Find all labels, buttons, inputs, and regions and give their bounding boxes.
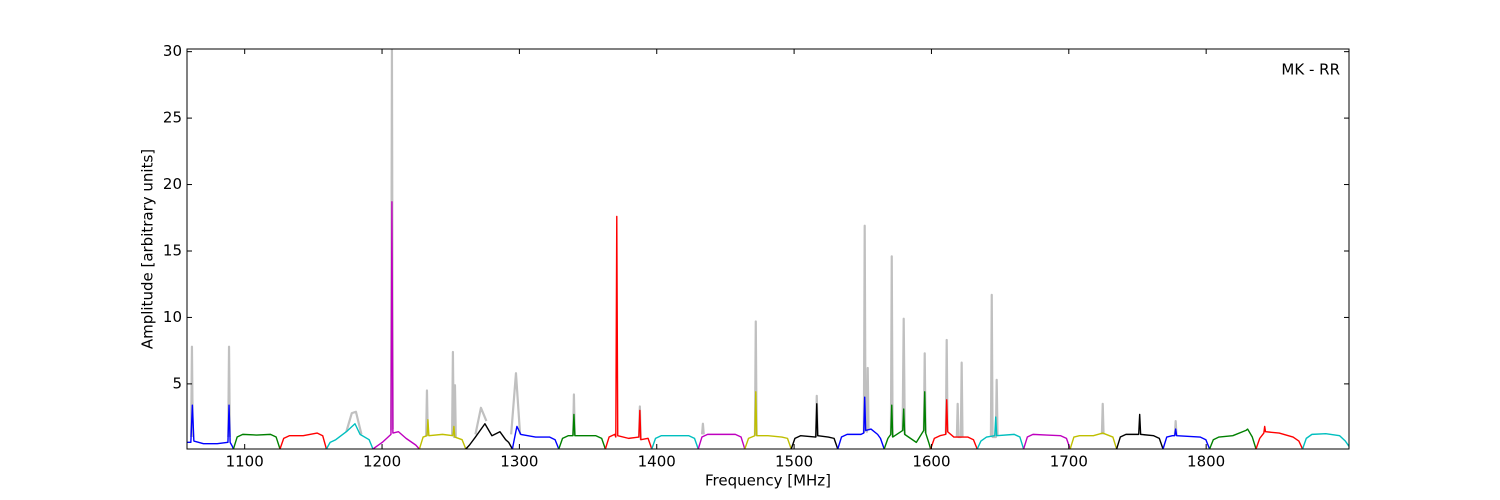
plot-lines — [187, 49, 1349, 449]
spectrum-line — [1255, 425, 1304, 449]
spectrum-line — [465, 423, 514, 449]
y-axis-label: Amplitude [arbitrary units] — [139, 149, 157, 349]
spectrum-line — [697, 433, 746, 449]
y-tick-label: 30 — [163, 42, 182, 60]
x-tick-label: 1600 — [912, 453, 950, 471]
spectrum-line — [837, 396, 885, 449]
spectrum-line — [744, 391, 792, 449]
spectrum-line — [1115, 413, 1164, 449]
spectrum-line — [1022, 433, 1071, 449]
spectrum-line — [976, 416, 1025, 449]
spectrum-line — [1069, 432, 1118, 449]
spectrum-line — [325, 423, 374, 449]
y-tick-label: 5 — [172, 374, 182, 392]
annotation: MK - RR — [1281, 61, 1340, 79]
x-tick-label: 1500 — [775, 453, 813, 471]
spectrum-line — [187, 404, 235, 449]
spectrum-line — [372, 201, 420, 449]
spectrum-line — [1162, 428, 1211, 449]
background-line — [190, 49, 1178, 440]
y-tick-label: 15 — [163, 241, 182, 259]
y-tick-label: 20 — [163, 175, 182, 193]
y-tick-label: 25 — [163, 109, 182, 127]
x-axis-label: Frequency [MHz] — [705, 472, 831, 490]
spectrum-line — [1208, 428, 1257, 449]
y-tick-label: 10 — [163, 308, 182, 326]
spectrum-line — [883, 391, 932, 449]
spectrum-line — [929, 399, 978, 449]
x-tick-label: 1700 — [1050, 453, 1088, 471]
x-tick-label: 1800 — [1187, 453, 1225, 471]
x-tick-label: 1400 — [638, 453, 676, 471]
spectrum-line — [790, 403, 839, 449]
spectrum-line — [418, 419, 467, 449]
x-tick-label: 1300 — [500, 453, 538, 471]
axes-frame — [186, 48, 1350, 450]
spectrum-line — [651, 435, 699, 449]
spectrum-line — [279, 432, 328, 449]
spectrum-line — [1301, 433, 1349, 449]
spectrum-line — [604, 215, 653, 449]
x-tick-label: 1100 — [226, 453, 264, 471]
spectrum-line — [558, 413, 607, 449]
x-tick-label: 1200 — [363, 453, 401, 471]
spectrum-line — [511, 425, 560, 449]
spectrum-line — [232, 433, 281, 449]
